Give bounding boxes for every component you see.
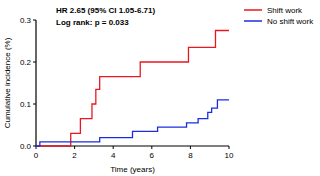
legend-label: No shift work bbox=[267, 17, 314, 26]
x-axis-label: Time (years) bbox=[110, 165, 155, 174]
legend-label: Shift work bbox=[267, 6, 303, 15]
x-tick bbox=[151, 146, 152, 149]
plot-area bbox=[36, 31, 229, 147]
x-tick-label: 6 bbox=[150, 151, 155, 160]
x-tick-label: 8 bbox=[188, 151, 193, 160]
series-line bbox=[36, 31, 229, 147]
x-tick-label: 4 bbox=[111, 151, 116, 160]
legend-swatch bbox=[244, 20, 262, 22]
legend-swatch bbox=[244, 9, 262, 11]
y-tick bbox=[33, 104, 36, 105]
chart: 0.0 0.1 0.2 0.3 0 2 4 6 8 10 Time (years) Cumulativ… bbox=[0, 0, 320, 176]
y-tick-label: 0.0 bbox=[20, 142, 32, 151]
y-tick-label: 0.3 bbox=[20, 16, 32, 25]
annotation: Log rank: p = 0.033 bbox=[56, 18, 129, 27]
y-tick-label: 0.2 bbox=[20, 58, 32, 67]
x-tick bbox=[113, 146, 114, 149]
x-tick bbox=[229, 146, 230, 149]
annotation: HR 2.65 (95% CI 1.05-6.71) bbox=[56, 6, 155, 15]
x-tick-label: 10 bbox=[225, 151, 234, 160]
x-tick-label: 0 bbox=[34, 151, 39, 160]
y-axis-label: Cumulative incidence (%) bbox=[3, 37, 12, 128]
series-line bbox=[36, 100, 229, 146]
y-axis bbox=[35, 20, 36, 146]
y-tick-label: 0.1 bbox=[20, 100, 32, 109]
x-tick-label: 2 bbox=[72, 151, 77, 160]
x-tick bbox=[190, 146, 191, 149]
y-tick bbox=[33, 62, 36, 63]
x-tick bbox=[74, 146, 75, 149]
y-tick bbox=[33, 20, 36, 21]
